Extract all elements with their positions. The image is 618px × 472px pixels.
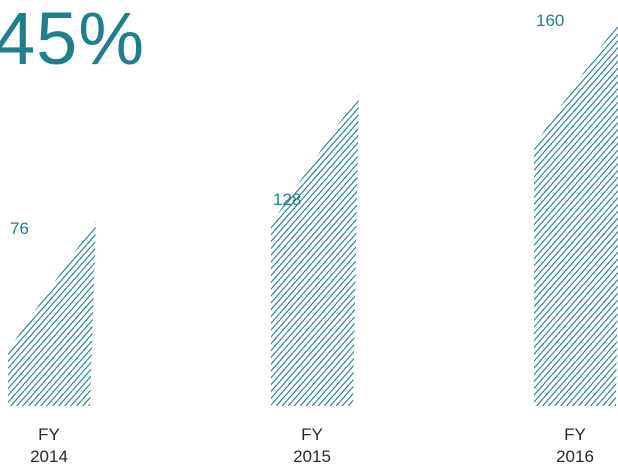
category-label-year: 2014 [30,447,68,466]
bars-group [8,16,618,406]
bar-fy2014 [8,220,96,406]
category-label-prefix: FY [301,425,323,444]
category-label-prefix: FY [38,425,60,444]
bar-fy2015 [271,94,359,406]
category-label-fy2016: FY 2016 [535,424,615,468]
category-label-fy2015: FY 2015 [272,424,352,468]
data-label-fy2015: 128 [273,190,302,209]
data-label-fy2016: 160 [536,11,565,30]
category-label-year: 2015 [293,447,331,466]
data-label-fy2014: 76 [10,219,29,238]
headline-percentage: 45% [0,0,146,80]
category-label-prefix: FY [564,425,586,444]
bar-fy2016 [534,16,618,406]
category-label-fy2014: FY 2014 [9,424,89,468]
category-label-year: 2016 [556,447,594,466]
